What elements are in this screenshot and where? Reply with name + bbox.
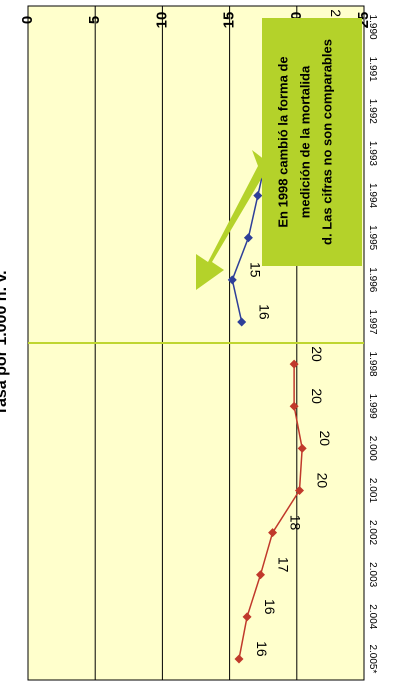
y-axis-label: Tasa por 1.000 n. v. [0,270,10,415]
x-tick-label: 1.995 [367,225,378,250]
data-label: 16 [262,599,278,615]
data-label: 20 [317,431,333,447]
callout-arrow [196,150,270,290]
x-tick-label: 1.990 [367,15,378,40]
y-axis-ticks: 0510152025 [19,12,372,29]
data-label: 16 [257,304,273,320]
data-label: 20 [309,388,325,404]
x-tick-label: 2.003 [367,562,378,587]
x-tick-label: 1.999 [367,394,378,419]
x-tick-label: 2.001 [367,478,378,503]
callout-text: En 1998 cambió la forma de medición de la… [275,39,334,245]
x-tick-label: 1.993 [367,141,378,166]
data-point [242,612,252,622]
y-tick-label: 15 [221,12,238,29]
x-tick-label: 2.002 [367,520,378,545]
callout-line: d. Las cifras no son comparables [319,39,334,245]
data-point [237,317,247,327]
data-point [256,570,266,580]
data-point [253,191,263,201]
x-tick-label: 1.991 [367,57,378,82]
x-tick-label: 2.000 [367,436,378,461]
x-tick-label: 1.994 [367,183,378,208]
data-label: 20 [314,473,330,489]
x-tick-label: 1.992 [367,99,378,124]
data-point [234,654,244,664]
data-point [289,359,299,369]
series-line [238,364,303,660]
x-tick-label: 1.996 [367,267,378,292]
y-tick-label: 10 [153,12,170,29]
x-tick-label: 2.004 [367,604,378,629]
callout-line: medición de la mortalida [297,65,312,218]
data-point [243,233,253,243]
data-point [227,275,237,285]
x-tick-label: 2.005* [367,644,378,673]
x-axis-ticks: 1.990 1.991 1.992 1.993 1.994 1.995 1.996 1.997… [367,15,378,674]
callout-box [262,18,362,266]
data-point [289,401,299,411]
data-label: 18 [288,515,304,531]
x-tick-label: 1.998 [367,352,378,377]
data-label: 20 [309,346,325,362]
data-label: 16 [254,641,270,657]
y-tick-label: 0 [19,16,36,24]
callout-line: En 1998 cambió la forma de [275,56,290,227]
x-tick-label: 1.997 [367,309,378,334]
data-label: 17 [276,557,292,573]
data-point [268,528,278,538]
data-label: 15 [247,262,263,278]
y-tick-label: 5 [86,16,103,24]
